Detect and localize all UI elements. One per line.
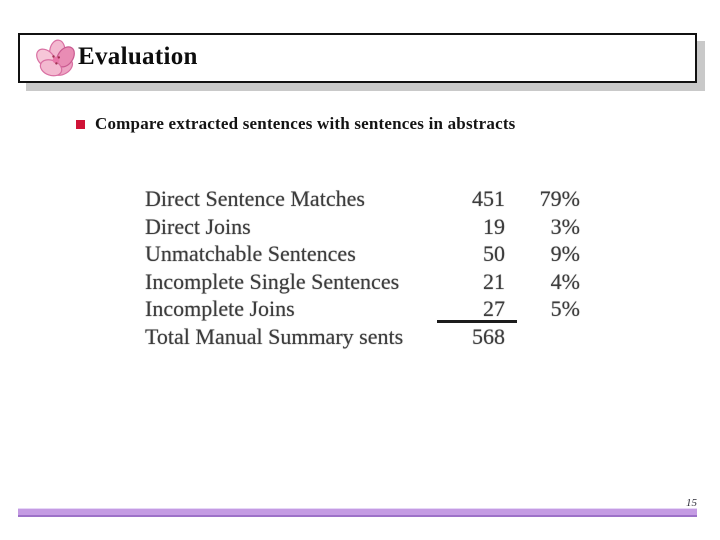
bullet-square-icon (76, 119, 85, 129)
row-label: Incomplete Single Sentences (145, 268, 400, 294)
row-percent: 9% (550, 241, 580, 266)
slide-header: Evaluation (18, 33, 697, 83)
row-percent: 79% (539, 186, 580, 211)
total-sum-rule (437, 320, 517, 323)
table-row: Incomplete Single Sentences 21 4% (145, 268, 585, 296)
row-count: 27 (483, 296, 505, 321)
table-row: Incomplete Joins 27 5% (145, 295, 585, 323)
row-count: 451 (472, 186, 505, 211)
bullet-item: Compare extracted sentences with sentenc… (76, 114, 516, 134)
row-count: 568 (472, 323, 505, 349)
page-number: 15 (686, 497, 697, 509)
table-row: Unmatchable Sentences 50 9% (145, 240, 585, 268)
table-row-total: Total Manual Summary sents 568 (145, 323, 585, 351)
table-row: Direct Joins 19 3% (145, 213, 585, 241)
row-percent (505, 323, 580, 351)
row-count: 19 (483, 213, 505, 239)
row-percent: 5% (550, 296, 580, 321)
row-label: Direct Sentence Matches (145, 186, 365, 211)
row-label: Direct Joins (145, 213, 251, 239)
row-label: Incomplete Joins (145, 296, 295, 321)
row-percent: 4% (550, 268, 580, 294)
footer-divider-bar (18, 508, 697, 517)
row-label: Unmatchable Sentences (145, 241, 356, 266)
row-percent: 3% (550, 213, 580, 239)
row-count: 21 (483, 268, 505, 294)
evaluation-results-table: Direct Sentence Matches 451 79% Direct J… (145, 185, 585, 350)
bullet-text: Compare extracted sentences with sentenc… (95, 114, 516, 133)
row-count: 50 (483, 241, 505, 266)
flower-logo-icon (35, 37, 77, 86)
page-title: Evaluation (78, 43, 198, 70)
table-row: Direct Sentence Matches 451 79% (145, 185, 585, 213)
row-label: Total Manual Summary sents (145, 323, 404, 349)
